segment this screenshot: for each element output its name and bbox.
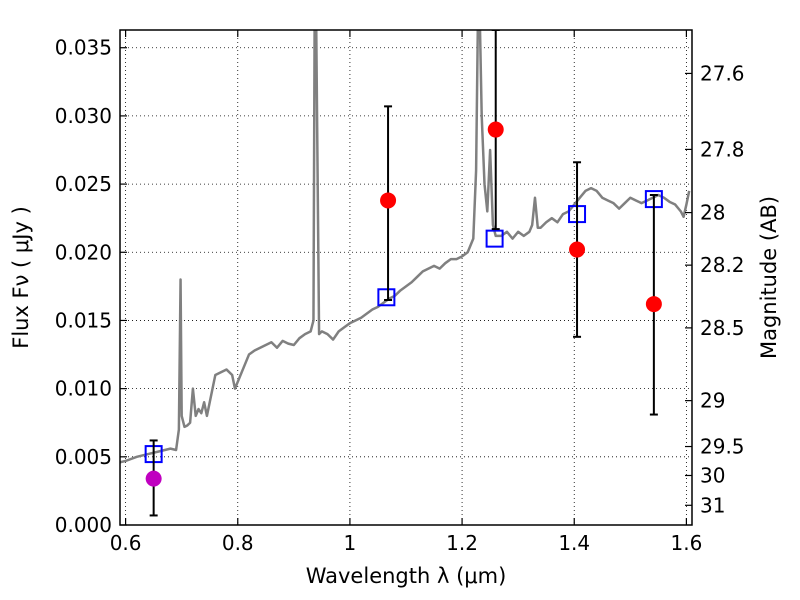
x-tick-label: 0.8 <box>222 531 254 555</box>
y-tick-label: 0.010 <box>55 377 112 401</box>
x-tick-label: 1 <box>344 531 357 555</box>
plot-area <box>120 30 691 517</box>
photometry-point <box>569 241 586 258</box>
x-tick-label: 0.6 <box>110 531 142 555</box>
plot-data <box>120 30 691 517</box>
y2-axis-title: Magnitude (AB) <box>757 196 781 359</box>
y2-tick-label: 27.8 <box>700 137 745 161</box>
grid-lines <box>120 30 692 526</box>
y-axis-title: Flux Fν ( μJy ) <box>9 206 33 349</box>
y2-tick-label: 30 <box>700 463 725 487</box>
y-tick-label: 0.020 <box>55 240 112 264</box>
spectrum-line <box>120 30 691 464</box>
photometry-point <box>145 470 162 487</box>
axes: 0.6 0.8 1 1.2 1.4 1.6 0.000 0.005 0.010 0.015 0.02… <box>55 29 745 555</box>
x-tick-label: 1.6 <box>670 531 702 555</box>
y2-tick-label: 28.5 <box>700 316 745 340</box>
y-tick-label: 0.000 <box>55 513 112 537</box>
y2-tick-label: 28.2 <box>700 253 745 277</box>
y-tick-label: 0.030 <box>55 104 112 128</box>
y2-tick-label: 29.5 <box>700 435 745 459</box>
y2-tick-label: 29 <box>700 389 725 413</box>
y-tick-label: 0.005 <box>55 445 112 469</box>
x-axis-title: Wavelength λ (μm) <box>306 564 507 588</box>
photometry-point <box>380 192 397 209</box>
photometry-point <box>487 121 504 138</box>
model-square-marker <box>485 229 504 248</box>
model-square-marker <box>377 288 396 307</box>
plot-frame <box>119 29 693 526</box>
photometry-point <box>645 296 662 313</box>
y2-tick-label: 28 <box>700 201 725 225</box>
x-tick-label: 1.2 <box>446 531 478 555</box>
y2-tick-label: 31 <box>700 493 725 517</box>
y2-tick-label: 27.6 <box>700 61 745 85</box>
y-tick-label: 0.025 <box>55 172 112 196</box>
x-tick-label: 1.4 <box>558 531 590 555</box>
y-tick-label: 0.035 <box>55 36 112 60</box>
y-tick-label: 0.015 <box>55 308 112 332</box>
